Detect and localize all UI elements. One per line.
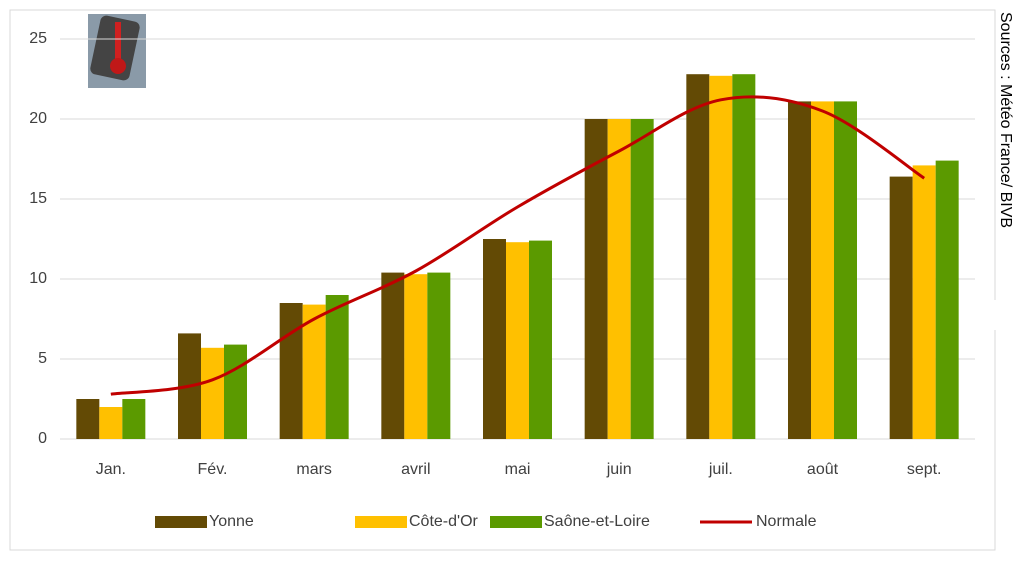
bar xyxy=(280,303,303,439)
bar xyxy=(224,345,247,439)
bar xyxy=(381,273,404,439)
y-tick-label: 20 xyxy=(29,110,47,127)
legend-label: Yonne xyxy=(209,513,254,530)
source-note: Sources : Météo France/ BIVB xyxy=(997,12,1014,228)
x-tick-label: Jan. xyxy=(96,461,126,478)
x-tick-label: juil. xyxy=(708,461,733,478)
bar xyxy=(76,399,99,439)
x-tick-label: mai xyxy=(505,461,531,478)
bar xyxy=(834,101,857,439)
legend-swatch xyxy=(355,516,407,528)
y-tick-label: 25 xyxy=(29,30,47,47)
bar xyxy=(732,74,755,439)
bar xyxy=(326,295,349,439)
bar xyxy=(631,119,654,439)
x-tick-label: avril xyxy=(401,461,430,478)
bar xyxy=(99,407,122,439)
y-tick-label: 5 xyxy=(38,350,47,367)
chart: Sources : Météo France/ BIVB 0 5 10 15 20 25 J… xyxy=(0,0,1021,558)
bar xyxy=(483,239,506,439)
x-tick-label: sept. xyxy=(907,461,942,478)
y-tick-label: 0 xyxy=(38,430,47,447)
y-tick-label: 10 xyxy=(29,270,47,287)
legend-label: Normale xyxy=(756,513,817,530)
bar xyxy=(890,177,913,439)
bar xyxy=(122,399,145,439)
thermometer-icon xyxy=(88,14,146,88)
bar xyxy=(608,119,631,439)
x-tick-label: août xyxy=(807,461,839,478)
bar xyxy=(529,241,552,439)
x-tick-label: mars xyxy=(296,461,332,478)
bar xyxy=(427,273,450,439)
bar xyxy=(936,161,959,439)
legend-label: Côte-d'Or xyxy=(409,513,479,530)
bar xyxy=(709,76,732,439)
x-tick-label: juin xyxy=(606,461,632,478)
legend-label: Saône-et-Loire xyxy=(544,513,650,530)
bar xyxy=(506,242,529,439)
bar xyxy=(686,74,709,439)
bar xyxy=(404,274,427,439)
x-tick-label: Fév. xyxy=(198,461,228,478)
border-gap xyxy=(990,300,1010,330)
bar xyxy=(201,348,224,439)
bar xyxy=(913,165,936,439)
legend-swatch xyxy=(155,516,207,528)
bar xyxy=(811,101,834,439)
bar xyxy=(788,101,811,439)
y-tick-label: 15 xyxy=(29,190,47,207)
legend-swatch xyxy=(490,516,542,528)
